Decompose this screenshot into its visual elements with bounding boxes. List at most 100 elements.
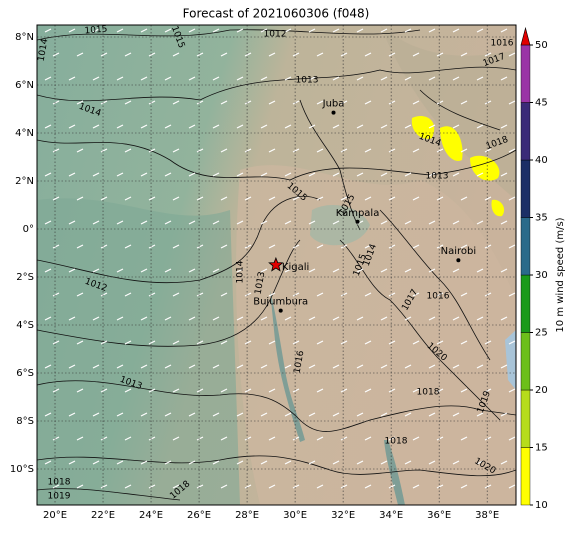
barb — [508, 244, 516, 249]
barb — [484, 148, 492, 153]
barb — [188, 412, 196, 417]
barb — [116, 364, 124, 369]
barb — [92, 412, 100, 417]
barb — [44, 316, 52, 321]
barb — [164, 76, 172, 81]
barb — [380, 268, 388, 273]
lon-label: 32°E — [331, 510, 355, 521]
barb — [188, 460, 196, 465]
barb — [44, 28, 52, 33]
barb — [364, 52, 372, 57]
isobar-label: 1018 — [417, 388, 440, 398]
barb — [388, 340, 396, 345]
barb — [268, 244, 276, 249]
highland — [236, 165, 516, 505]
map-title: Forecast of 2021060306 (f048) — [183, 7, 370, 21]
lat-label: 10°S — [10, 464, 34, 475]
barb — [508, 388, 516, 393]
barb — [220, 292, 228, 297]
barb — [212, 316, 220, 321]
barb — [428, 364, 436, 369]
barb — [500, 268, 508, 273]
barb — [452, 172, 460, 177]
barb — [68, 412, 76, 417]
barb — [460, 484, 468, 489]
barb — [484, 340, 492, 345]
barb — [316, 100, 324, 105]
barb — [332, 268, 340, 273]
lon-label: 28°E — [235, 510, 259, 521]
barb — [412, 244, 420, 249]
place-label: Juba — [322, 99, 345, 110]
barb — [172, 52, 180, 57]
barb — [500, 460, 508, 465]
barb — [476, 220, 484, 225]
barb — [148, 100, 156, 105]
barb — [140, 76, 148, 81]
barb — [164, 460, 172, 465]
isobar-label: 1016 — [427, 292, 450, 302]
barb — [100, 196, 108, 201]
barb — [484, 436, 492, 441]
barb — [388, 436, 396, 441]
barb — [292, 148, 300, 153]
barb — [76, 292, 84, 297]
barb — [116, 460, 124, 465]
barb — [364, 292, 372, 297]
barb — [260, 28, 268, 33]
isobar-label: 1013 — [254, 271, 268, 295]
barb — [380, 124, 388, 129]
barb — [260, 412, 268, 417]
barb — [340, 340, 348, 345]
barb — [460, 340, 468, 345]
barb — [116, 172, 124, 177]
barb — [412, 52, 420, 57]
barb — [428, 316, 436, 321]
barb — [140, 412, 148, 417]
barb — [460, 52, 468, 57]
place-dot — [278, 308, 283, 313]
barb — [484, 196, 492, 201]
barb — [308, 412, 316, 417]
colorbar-bin — [520, 217, 531, 276]
barb — [52, 52, 60, 57]
barb — [484, 100, 492, 105]
barb — [140, 460, 148, 465]
colorbar-bin — [520, 447, 531, 506]
barb — [428, 172, 436, 177]
place-label: Nairobi — [441, 246, 477, 257]
barb — [148, 148, 156, 153]
place-dot — [355, 219, 360, 224]
barb — [404, 268, 412, 273]
barb — [428, 268, 436, 273]
barb — [332, 460, 340, 465]
barb — [356, 412, 364, 417]
barb — [436, 100, 444, 105]
barb — [164, 268, 172, 273]
barb — [116, 76, 124, 81]
barb — [100, 52, 108, 57]
barb — [356, 28, 364, 33]
barb — [172, 196, 180, 201]
barb — [292, 340, 300, 345]
barb — [380, 28, 388, 33]
barb — [52, 484, 60, 489]
barb — [244, 292, 252, 297]
barb — [364, 388, 372, 393]
barb — [364, 244, 372, 249]
barb — [436, 388, 444, 393]
barb — [404, 220, 412, 225]
barb — [316, 148, 324, 153]
barb — [412, 148, 420, 153]
barb — [476, 76, 484, 81]
barb — [172, 292, 180, 297]
lake-malawi — [384, 440, 405, 505]
barb — [484, 484, 492, 489]
lat-label: 4°S — [16, 320, 34, 331]
barb — [316, 292, 324, 297]
barb — [124, 148, 132, 153]
barb — [404, 364, 412, 369]
barb — [508, 484, 516, 489]
barb — [116, 268, 124, 273]
barb — [508, 436, 516, 441]
